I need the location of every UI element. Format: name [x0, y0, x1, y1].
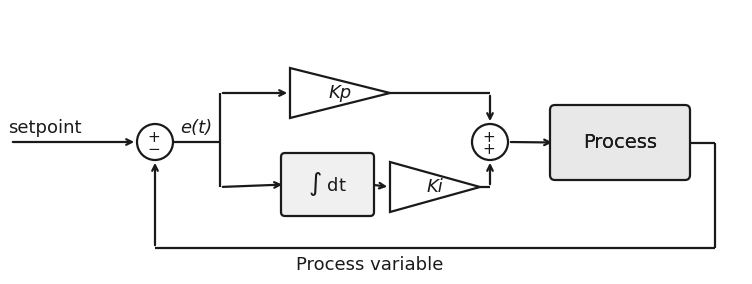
Text: Process: Process: [583, 133, 657, 152]
Polygon shape: [290, 68, 390, 118]
Polygon shape: [390, 162, 480, 212]
Text: +: +: [147, 130, 160, 145]
Text: Process: Process: [583, 133, 657, 151]
Text: Kp: Kp: [329, 84, 352, 102]
Text: +: +: [483, 141, 496, 156]
Text: e(t): e(t): [180, 119, 212, 137]
FancyBboxPatch shape: [281, 153, 374, 216]
FancyBboxPatch shape: [550, 105, 690, 180]
Text: setpoint: setpoint: [8, 119, 81, 137]
Text: Process variable: Process variable: [296, 256, 444, 274]
Circle shape: [137, 124, 173, 160]
Text: +: +: [483, 130, 496, 145]
Text: Ki: Ki: [426, 178, 444, 196]
Circle shape: [472, 124, 508, 160]
Text: $\int$ dt: $\int$ dt: [308, 170, 347, 199]
Text: −: −: [147, 141, 160, 156]
